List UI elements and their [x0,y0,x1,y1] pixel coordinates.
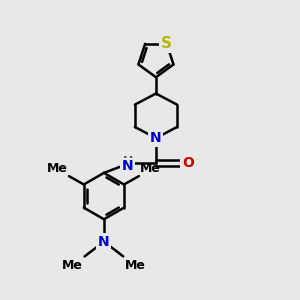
Text: N: N [150,131,162,145]
Text: O: O [182,156,194,170]
Text: Me: Me [62,259,83,272]
Text: Me: Me [46,162,68,175]
Text: N: N [122,159,134,173]
Text: S: S [161,36,172,51]
Text: H: H [122,155,133,168]
Text: N: N [98,235,110,248]
Text: Me: Me [125,259,146,272]
Text: Me: Me [140,162,161,175]
